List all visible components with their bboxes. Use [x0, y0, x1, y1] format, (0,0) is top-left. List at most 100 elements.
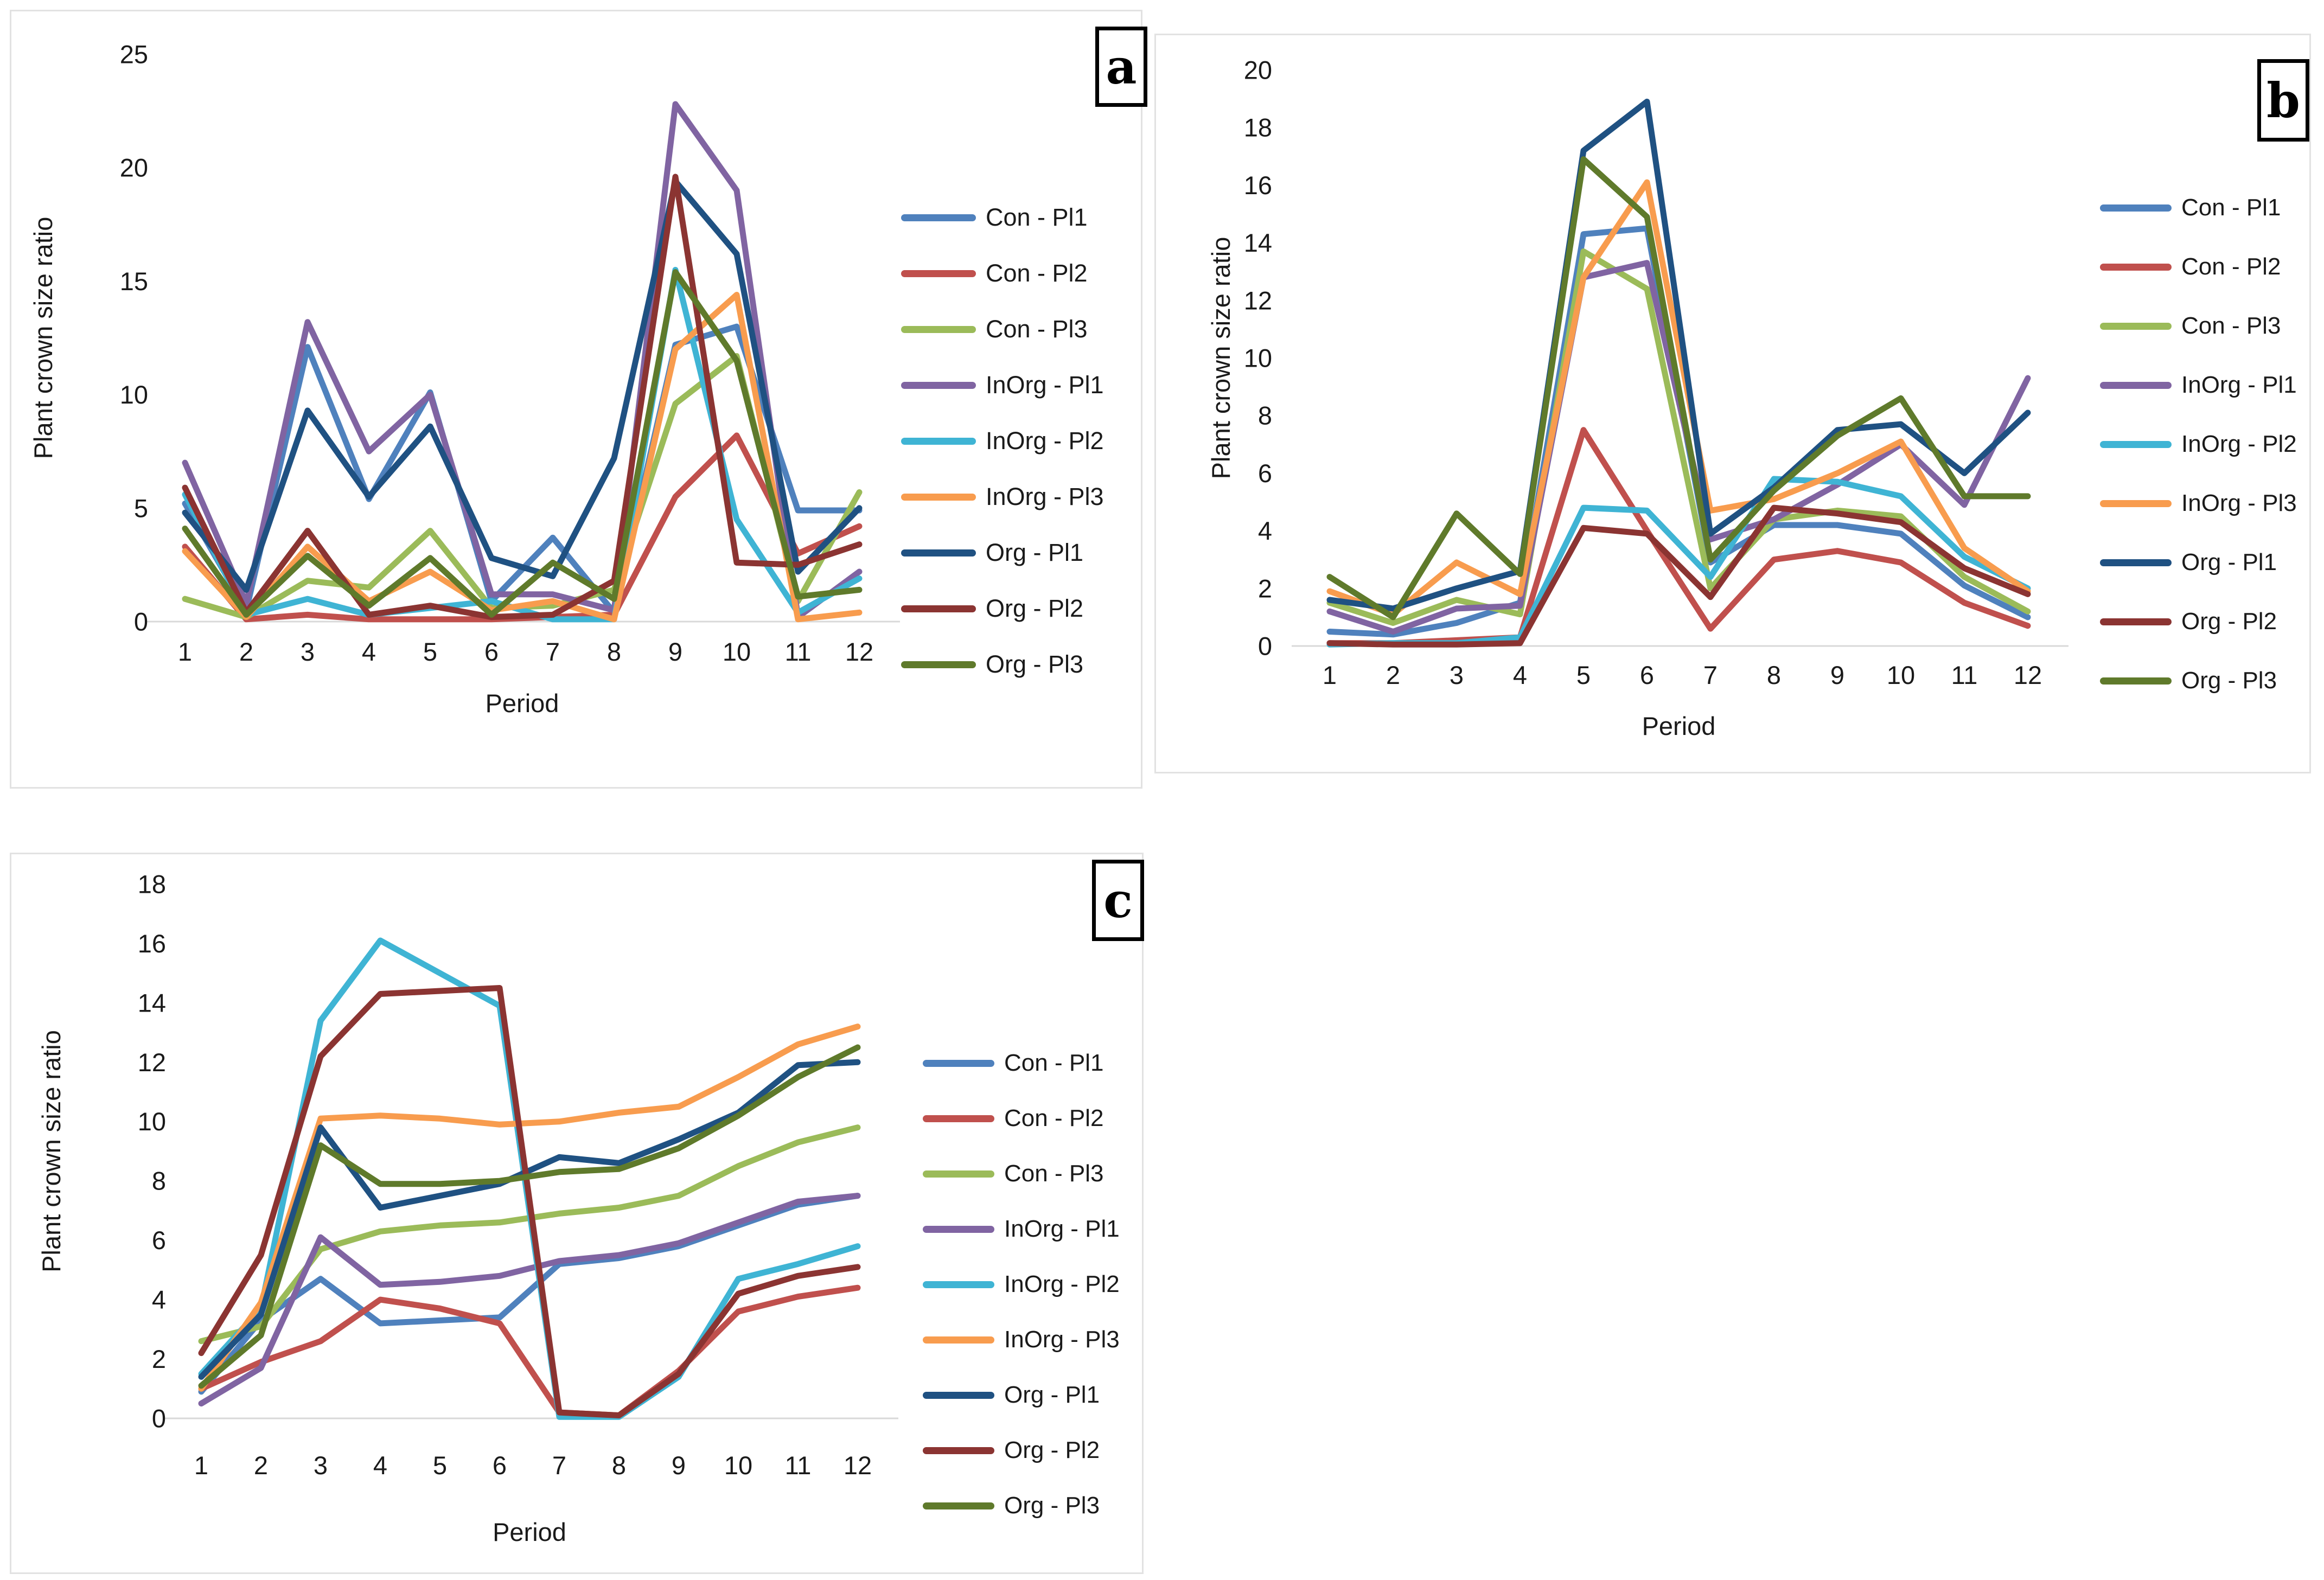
x-tick-label: 7 [552, 1451, 566, 1480]
legend-label: InOrg - Pl3 [986, 483, 1104, 510]
legend-item-con-pl2: Con - Pl2 [901, 246, 1104, 302]
legend-b: Con - Pl1 Con - Pl2 Con - Pl3 InOrg - Pl1 In… [2100, 178, 2297, 711]
legend-item-inorg-pl3: InOrg - Pl3 [2100, 474, 2297, 533]
x-tick-label: 3 [314, 1451, 328, 1480]
y-tick-label: 18 [138, 869, 166, 898]
x-tick-label: 1 [1323, 661, 1337, 689]
legend-item-org-pl1: Org - Pl1 [2100, 533, 2297, 592]
x-tick-label: 10 [1887, 661, 1915, 689]
y-tick-label: 12 [1244, 286, 1272, 315]
legend-line-swatch [923, 1059, 994, 1067]
legend-item-org-pl1: Org - Pl1 [901, 525, 1104, 581]
legend-item-con-pl2: Con - Pl2 [923, 1091, 1120, 1146]
y-tick-label: 6 [152, 1226, 166, 1255]
legend-label: InOrg - Pl3 [2181, 490, 2297, 516]
y-tick-label: 2 [152, 1345, 166, 1373]
legend-line-swatch [923, 1225, 994, 1233]
legend-item-inorg-pl3: InOrg - Pl3 [923, 1312, 1120, 1367]
legend-label: Con - Pl2 [2181, 253, 2281, 280]
y-tick-label: 20 [120, 153, 148, 182]
legend-line-swatch [2100, 204, 2172, 212]
series-line-org-pl3 [182, 269, 863, 618]
series-line-org-pl1 [198, 1059, 861, 1380]
legend-item-inorg-pl1: InOrg - Pl1 [901, 357, 1104, 413]
legend-label: InOrg - Pl2 [986, 427, 1104, 455]
x-tick-label: 11 [1951, 661, 1978, 689]
x-tick-label: 8 [607, 637, 621, 666]
x-tick-label: 4 [1513, 661, 1527, 689]
y-tick-label: 6 [1258, 459, 1272, 488]
legend-line-swatch [2100, 559, 2172, 566]
panel-letter-a-text: a [1106, 39, 1137, 95]
x-tick-label: 7 [546, 637, 560, 666]
y-tick-label: 4 [1258, 516, 1272, 545]
legend-item-con-pl3: Con - Pl3 [923, 1146, 1120, 1201]
legend-label: Org - Pl2 [2181, 608, 2277, 635]
panel-letter-b-text: b [2266, 72, 2300, 129]
series-line-org-pl3 [198, 1044, 861, 1389]
legend-label: Con - Pl2 [986, 259, 1088, 287]
x-tick-label: 3 [301, 637, 315, 666]
x-tick-label: 1 [178, 637, 192, 666]
legend-line-swatch [901, 661, 976, 668]
legend-label: InOrg - Pl3 [1004, 1326, 1120, 1353]
y-tick-label: 18 [1244, 113, 1272, 142]
y-tick-label: 16 [1244, 171, 1272, 200]
x-axis-title: Period [1642, 712, 1716, 740]
x-tick-label: 5 [423, 637, 437, 666]
legend-item-org-pl3: Org - Pl3 [2100, 651, 2297, 711]
legend-label: InOrg - Pl1 [1004, 1216, 1120, 1242]
x-tick-label: 4 [373, 1451, 387, 1480]
legend-line-swatch [901, 493, 976, 501]
legend-label: Con - Pl3 [986, 315, 1088, 343]
x-tick-label: 2 [239, 637, 253, 666]
x-tick-label: 11 [785, 637, 812, 666]
legend-c: Con - Pl1 Con - Pl2 Con - Pl3 InOrg - Pl1 In… [923, 1035, 1120, 1533]
legend-line-swatch [923, 1115, 994, 1122]
legend-item-org-pl2: Org - Pl2 [901, 581, 1104, 637]
legend-item-org-pl2: Org - Pl2 [923, 1423, 1120, 1478]
legend-label: InOrg - Pl1 [2181, 372, 2297, 398]
legend-line-swatch [901, 549, 976, 556]
legend-label: Org - Pl2 [1004, 1437, 1100, 1463]
legend-item-org-pl1: Org - Pl1 [923, 1367, 1120, 1423]
x-tick-label: 12 [845, 637, 873, 666]
series-line-org-pl2 [198, 985, 861, 1418]
y-tick-label: 14 [138, 988, 166, 1017]
x-axis-title: Period [493, 1518, 566, 1546]
legend-line-swatch [2100, 500, 2172, 507]
legend-item-inorg-pl2: InOrg - Pl2 [2100, 415, 2297, 474]
x-tick-label: 12 [844, 1451, 872, 1480]
legend-item-org-pl3: Org - Pl3 [901, 637, 1104, 693]
x-tick-label: 9 [1830, 661, 1844, 689]
x-tick-label: 2 [254, 1451, 268, 1480]
legend-line-swatch [2100, 618, 2172, 625]
x-tick-label: 9 [668, 637, 682, 666]
legend-line-swatch [901, 381, 976, 389]
x-tick-label: 6 [484, 637, 499, 666]
y-tick-label: 0 [152, 1404, 166, 1432]
legend-label: Con - Pl1 [2181, 194, 2281, 221]
legend-label: Con - Pl1 [1004, 1050, 1104, 1076]
panel-letter-c: c [1092, 860, 1144, 941]
chart-panel-b: 0 2 4 6 8 10 12 14 16 18 20 1 2 3 4 5 6 7 8 9 10 11 12 Period Pl… [1154, 34, 2311, 773]
y-tick-label: 0 [134, 607, 148, 636]
legend-label: Org - Pl3 [986, 650, 1084, 678]
y-axis-title: Plant crown size ratio [29, 217, 58, 459]
y-tick-label: 14 [1244, 228, 1272, 257]
y-tick-label: 16 [138, 929, 166, 958]
y-tick-label: 5 [134, 494, 148, 522]
legend-line-swatch [2100, 440, 2172, 448]
x-axis-title: Period [486, 689, 559, 718]
x-tick-label: 10 [723, 637, 751, 666]
legend-line-swatch [923, 1447, 994, 1454]
legend-line-swatch [2100, 381, 2172, 389]
legend-item-con-pl1: Con - Pl1 [901, 190, 1104, 246]
series-line-org-pl1 [182, 178, 863, 593]
legend-label: Con - Pl2 [1004, 1105, 1104, 1131]
y-tick-label: 25 [120, 40, 148, 68]
legend-item-inorg-pl1: InOrg - Pl1 [923, 1201, 1120, 1257]
